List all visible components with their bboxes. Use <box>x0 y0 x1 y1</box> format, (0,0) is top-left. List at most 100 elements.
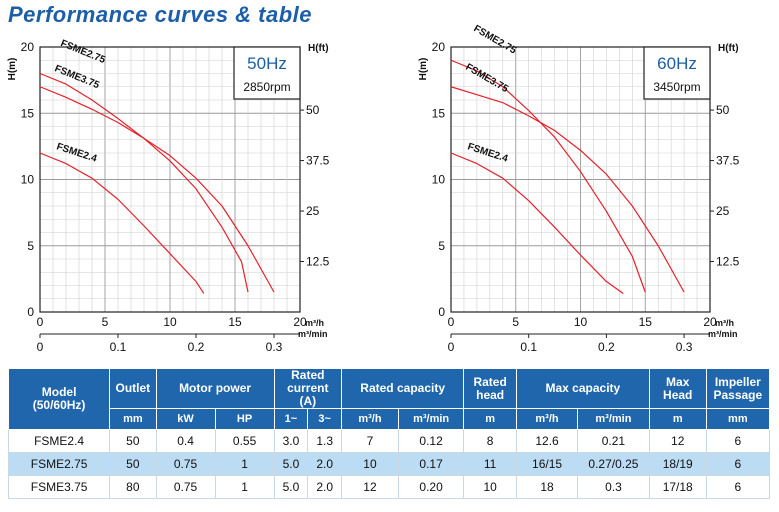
y2-tick-label: 25 <box>306 204 320 218</box>
x2-axis-unit-label: m³/min <box>708 329 738 339</box>
table-cell: 0.17 <box>397 452 465 476</box>
x-tick-label: 0 <box>37 315 44 329</box>
table-cell: 0.21 <box>577 429 650 453</box>
y-tick-label: 5 <box>27 239 34 253</box>
table-unit-header: 3~ <box>307 408 343 430</box>
table-unit-header: m³/h <box>515 408 579 430</box>
y2-tick-label: 25 <box>716 204 730 218</box>
table-cell: 18/19 <box>648 452 707 476</box>
table-cell: 0.55 <box>214 429 275 453</box>
x-tick-label: 20 <box>703 315 717 329</box>
table-cell: 80 <box>109 475 157 499</box>
y2-tick-label: 12.5 <box>716 255 740 269</box>
table-cell: 5.0 <box>273 452 309 476</box>
series-line-FSME2.75 <box>450 59 646 293</box>
table-cell: 17/18 <box>648 475 707 499</box>
table-cell: 1 <box>214 452 275 476</box>
table-header: Impeller Passage <box>705 368 771 409</box>
table-cell: 6 <box>705 452 771 476</box>
x2-tick-label: 0.2 <box>188 340 205 354</box>
table-cell: 1.3 <box>307 429 343 453</box>
table-unit-header: HP <box>214 408 275 430</box>
series-line-FSME2.4 <box>39 152 205 294</box>
freq-label: 50Hz <box>247 54 287 73</box>
x-tick-label: 10 <box>163 315 177 329</box>
table-cell: 6 <box>705 429 771 453</box>
table-header: Motor power <box>155 368 275 409</box>
y-tick-label: 15 <box>432 106 446 120</box>
y-axis-label: H(m) <box>418 58 429 81</box>
y-axis-label: H(m) <box>7 58 18 81</box>
table-cell: FSME2.75 <box>7 452 111 476</box>
y-tick-label: 10 <box>432 173 446 187</box>
table-unit-header: mm <box>705 408 771 430</box>
series-label-FSME2.75: FSME2.75 <box>472 23 519 56</box>
y-tick-label: 20 <box>21 40 35 54</box>
x-axis-unit-label: m³/h <box>305 318 324 328</box>
rpm-label: 2850rpm <box>243 80 290 94</box>
table-cell: 0.4 <box>155 429 216 453</box>
table-unit-header: mm <box>109 408 157 430</box>
y-tick-label: 15 <box>21 106 35 120</box>
x2-tick-label: 0.3 <box>676 340 693 354</box>
x-tick-label: 0 <box>448 315 455 329</box>
x2-tick-label: 0 <box>448 340 455 354</box>
table-cell: 0.12 <box>397 429 465 453</box>
table-row: FSME2.75 50 0.75 1 5.0 2.0 10 0.17 11 16/15 0.27/0… <box>7 452 771 476</box>
table-unit-header: m <box>463 408 517 430</box>
y2-tick-label: 50 <box>306 103 320 117</box>
table-header: Rated current (A) <box>273 368 343 409</box>
x2-tick-label: 0.2 <box>598 340 615 354</box>
y2-tick-label: 12.5 <box>306 255 330 269</box>
table-cell: 18 <box>515 475 579 499</box>
table-cell: 50 <box>109 429 157 453</box>
series-line-FSME3.75 <box>39 86 275 293</box>
table-cell: 12.6 <box>515 429 579 453</box>
series-line-FSME2.4 <box>450 152 624 294</box>
table-cell: 50 <box>109 452 157 476</box>
plot-frame <box>39 46 301 313</box>
table-cell: 12 <box>341 475 399 499</box>
x-tick-label: 10 <box>574 315 588 329</box>
x2-tick-label: 0 <box>37 340 44 354</box>
table-unit-header: kW <box>155 408 216 430</box>
series-line-FSME3.75 <box>450 86 685 293</box>
table-cell: FSME3.75 <box>7 475 111 499</box>
y-tick-label: 20 <box>432 40 446 54</box>
x-tick-label: 15 <box>228 315 242 329</box>
series-label-FSME3.75: FSME3.75 <box>53 63 101 91</box>
plot-frame <box>450 46 711 313</box>
table-cell: 11 <box>463 452 517 476</box>
table-header: Max capacity <box>515 368 650 409</box>
table-unit-header: m³/h <box>341 408 399 430</box>
page-title: Performance curves & table <box>8 2 313 27</box>
table-cell: 6 <box>705 475 771 499</box>
table-cell: FSME2.4 <box>7 429 111 453</box>
table-cell: 2.0 <box>307 475 343 499</box>
y2-axis-label: H(ft) <box>308 43 329 54</box>
series-line-FSME2.75 <box>39 72 249 293</box>
table-header: Rated capacity <box>341 368 465 409</box>
table-unit-header: m³/min <box>577 408 650 430</box>
x2-tick-label: 0.1 <box>110 340 127 354</box>
table-cell: 3.0 <box>273 429 309 453</box>
table-cell: 1 <box>214 475 275 499</box>
table-cell: 10 <box>463 475 517 499</box>
table-header: Max Head <box>648 368 707 409</box>
series-label-FSME3.75: FSME3.75 <box>464 62 511 95</box>
table-cell: 16/15 <box>515 452 579 476</box>
table-cell: 0.75 <box>155 452 216 476</box>
table-cell: 0.3 <box>577 475 650 499</box>
y2-axis-label: H(ft) <box>718 43 739 54</box>
table-row: FSME2.4 50 0.4 0.55 3.0 1.3 7 0.12 8 12.6 0.21 12 6 <box>7 429 771 453</box>
x-tick-label: 5 <box>102 315 109 329</box>
x-tick-label: 20 <box>293 315 307 329</box>
y2-tick-label: 50 <box>716 103 730 117</box>
y-tick-label: 0 <box>438 305 445 319</box>
table-row: FSME3.75 80 0.75 1 5.0 2.0 12 0.20 10 18 0.3 17/18 6 <box>7 475 771 499</box>
table-cell: 5.0 <box>273 475 309 499</box>
freq-label: 60Hz <box>657 54 697 73</box>
x-axis-unit-label: m³/h <box>715 318 734 328</box>
